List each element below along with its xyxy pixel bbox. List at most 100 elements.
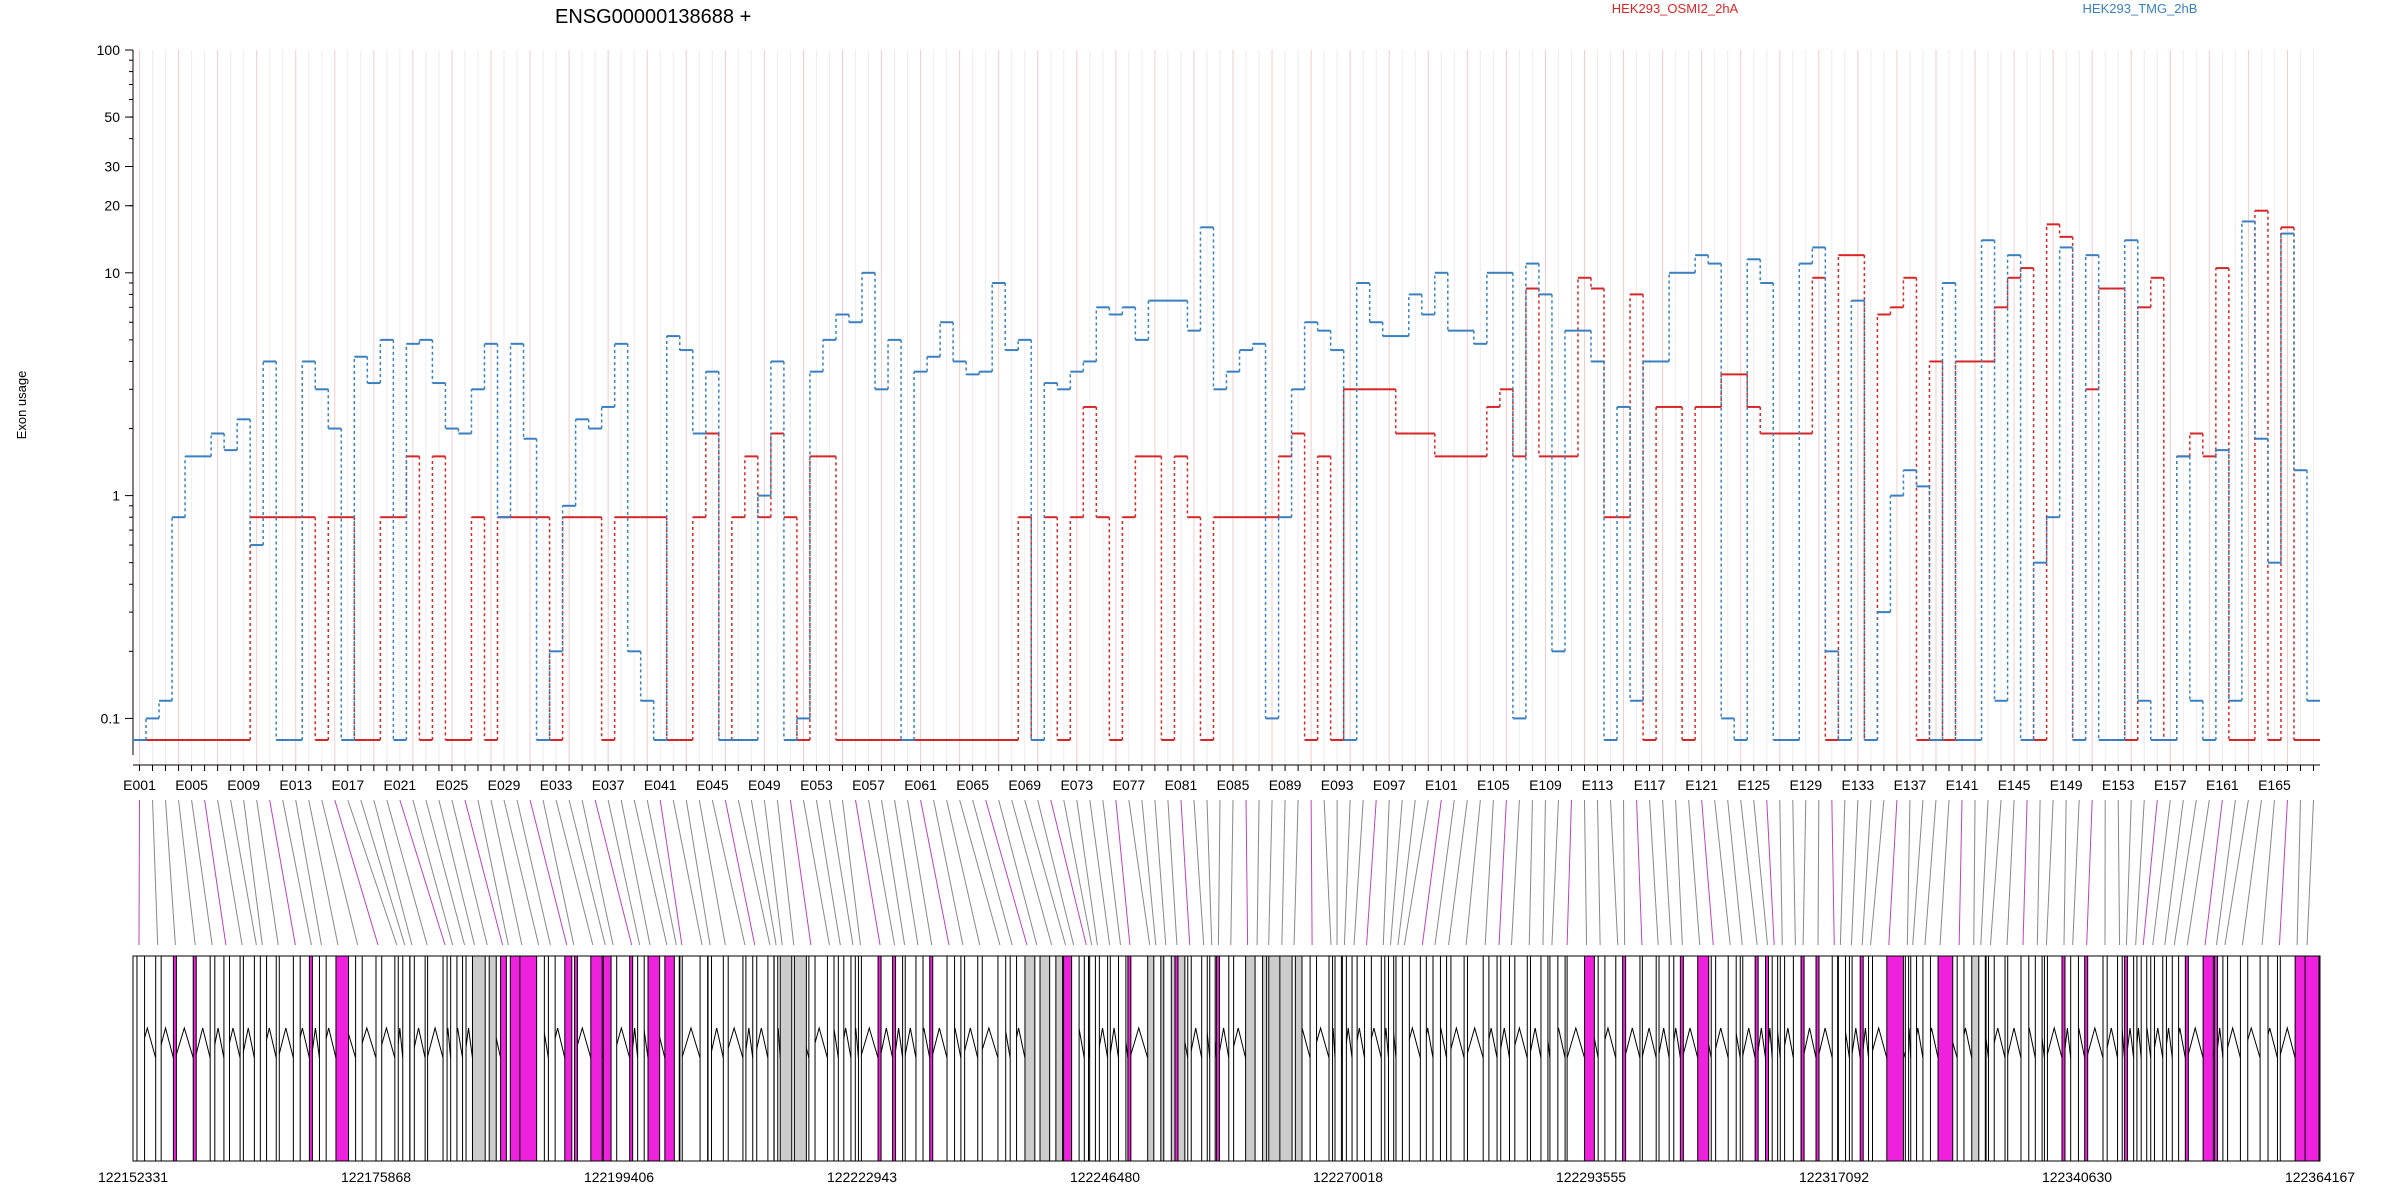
x-tick-label: E165	[2258, 777, 2291, 793]
x-tick-label: E105	[1477, 777, 1510, 793]
exon-block	[1792, 955, 1802, 1162]
exon-mapping-line	[607, 799, 641, 946]
exon-mapping-line	[620, 799, 651, 946]
exon-block	[1584, 955, 1595, 1162]
exon-mapping-line	[1063, 799, 1093, 946]
exon-block	[1508, 955, 1516, 1162]
exon-block	[1107, 955, 1111, 1162]
exon-mapping-line	[1268, 799, 1273, 946]
genome-coordinate-label: 122364167	[2285, 1169, 2355, 1185]
intron-connector	[1624, 1027, 1641, 1059]
exon-block	[1380, 955, 1386, 1162]
x-tick-label: E029	[488, 777, 521, 793]
exon-mapping-line	[1421, 799, 1442, 946]
exon-block	[673, 955, 680, 1162]
exon-block	[136, 955, 146, 1162]
intron-connector	[1850, 1027, 1861, 1059]
exon-mapping-line	[321, 799, 359, 946]
exon-mapping-line	[815, 799, 841, 946]
exon-mapping-line	[763, 799, 783, 946]
exon-block	[997, 955, 1007, 1162]
x-tick-label: E005	[175, 777, 208, 793]
exon-mapping-line	[1623, 799, 1626, 946]
x-tick-label: E117	[1634, 777, 1666, 793]
y-tick-label: 0.1	[101, 710, 121, 726]
x-tick-label: E145	[1998, 777, 2031, 793]
exon-block	[1245, 955, 1282, 1162]
exon-block	[629, 955, 634, 1162]
exon-block	[1771, 955, 1779, 1162]
x-tick-label: E013	[279, 777, 312, 793]
exon-mapping-line	[1310, 799, 1313, 946]
x-tick-label: E045	[696, 777, 729, 793]
exon-block	[1859, 955, 1864, 1162]
exon-mapping-line	[698, 799, 726, 946]
exon-block	[1549, 955, 1559, 1162]
intron-connector	[1641, 1027, 1657, 1059]
exon-block	[1334, 955, 1342, 1162]
exon-block	[209, 955, 216, 1162]
x-tick-label: E009	[227, 777, 260, 793]
exon-mapping-line	[1566, 799, 1572, 946]
exon-block	[1163, 955, 1172, 1162]
exon-mapping-line	[1011, 799, 1053, 946]
exon-mapping-line	[1434, 799, 1455, 946]
exon-mapping-line	[1831, 799, 1835, 946]
genome-coordinate-label: 122246480	[1070, 1169, 1140, 1185]
gene-model-frame	[132, 955, 2321, 1162]
exon-block	[826, 955, 835, 1162]
intron-connector	[2086, 1026, 2104, 1059]
exon-mapping-line	[1597, 799, 1601, 946]
exon-block	[1655, 955, 1660, 1162]
exon-mapping-line	[230, 799, 257, 946]
genome-coordinate-label: 122199406	[584, 1169, 654, 1185]
exon-mapping-line	[1193, 799, 1205, 946]
exon-block	[699, 955, 709, 1162]
intron-connector	[1741, 1027, 1756, 1059]
exon-mapping-line	[1076, 799, 1098, 946]
exon-block	[1364, 955, 1372, 1162]
exon-block	[2184, 955, 2189, 1162]
exon-block	[946, 955, 956, 1162]
intron-connector	[1817, 1027, 1833, 1059]
exon-mapping-line	[1714, 799, 1731, 946]
exon-mapping-line	[1973, 799, 1976, 946]
exon-block	[2102, 955, 2108, 1162]
exon-mapping-line	[1662, 799, 1672, 946]
exon-mapping-line	[1912, 799, 1924, 946]
x-tick-label: E085	[1217, 777, 1250, 793]
exon-block	[409, 955, 415, 1162]
exon-block	[2020, 955, 2030, 1162]
x-tick-label: E141	[1946, 777, 1979, 793]
intron-connector	[904, 1027, 917, 1059]
exon-mapping-line	[2278, 799, 2288, 946]
intron-connector	[879, 1027, 894, 1059]
exon-block	[484, 955, 490, 1162]
exon-block	[2259, 955, 2269, 1162]
exon-block	[977, 955, 983, 1162]
exon-mapping-line	[1839, 799, 1846, 946]
exon-block	[960, 955, 966, 1162]
exon-block	[1215, 955, 1220, 1162]
y-axis-ticks: 100 50 30 20 10 1 0.1	[97, 42, 133, 726]
exon-block	[1351, 955, 1358, 1162]
exon-block	[1564, 955, 1568, 1162]
genome-coordinate-label: 122152331	[98, 1169, 168, 1185]
exon-mapping-line	[412, 799, 454, 946]
exon-mapping-line	[1817, 799, 1820, 946]
exon-mapping-line	[841, 799, 861, 946]
exon-block	[318, 955, 327, 1162]
exon-mapping-line	[1281, 799, 1286, 946]
exon-mapping-line	[2125, 799, 2132, 946]
exon-mapping-line	[633, 799, 668, 946]
exon-block	[1779, 955, 1786, 1162]
exon-block	[1597, 955, 1606, 1162]
exon-mapping-line	[1980, 799, 1989, 946]
genome-coordinate-labels: 122152331 122175868 122199406 122222943 1222…	[98, 1169, 2355, 1185]
exon-mapping-line	[1861, 799, 1872, 946]
exon-block	[2133, 955, 2138, 1162]
exon-mapping-line	[1583, 799, 1588, 946]
exon-mapping-line	[1180, 799, 1191, 946]
exon-block	[1395, 955, 1403, 1162]
exon-block	[355, 955, 363, 1162]
